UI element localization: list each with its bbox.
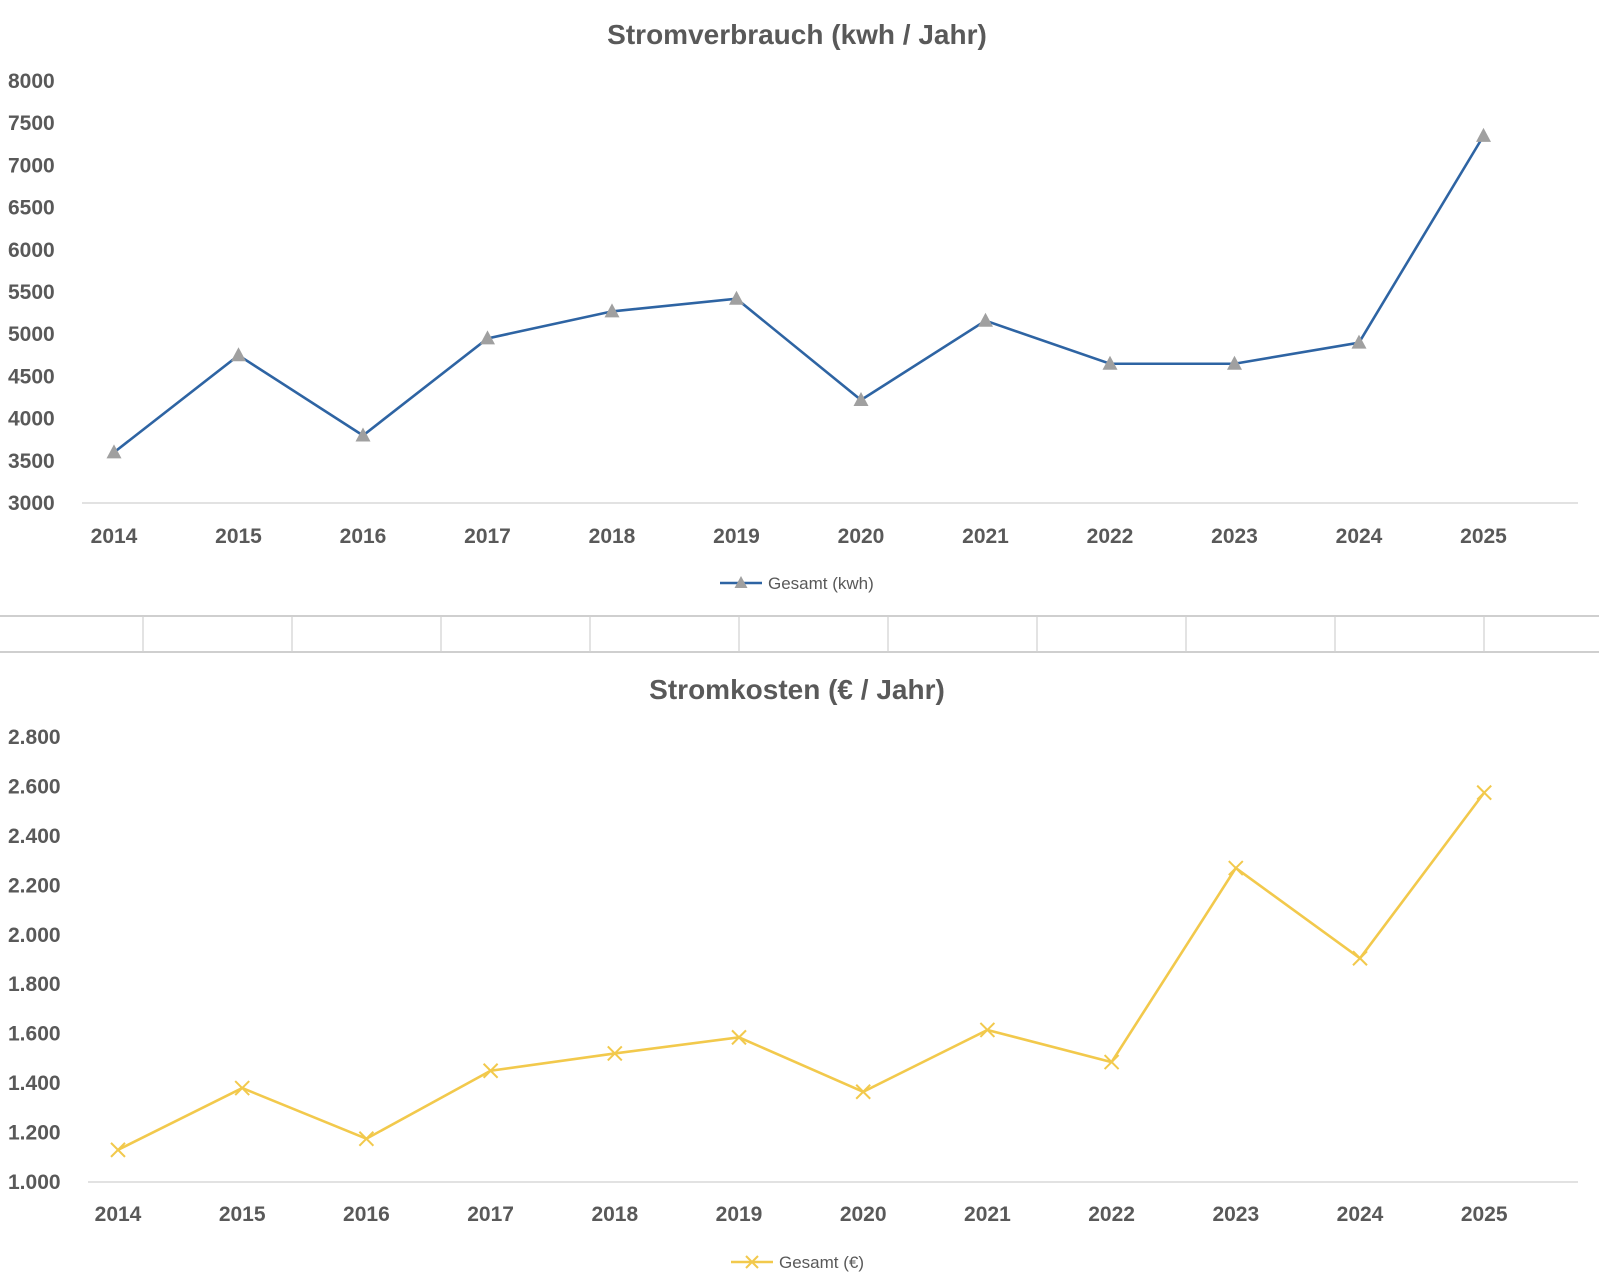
data-point-marker (355, 427, 371, 442)
data-point-marker (106, 444, 122, 459)
x-tick-label: 2017 (464, 525, 511, 548)
legend-marker-x (745, 1255, 759, 1269)
x-tick-label: 2016 (340, 525, 387, 548)
data-point-marker (358, 1131, 375, 1147)
legend: Gesamt (€) (731, 1253, 864, 1272)
y-tick-label: 2.600 (8, 775, 61, 798)
x-tick-label: 2018 (591, 1203, 638, 1226)
x-tick-label: 2023 (1211, 525, 1258, 548)
data-point-marker (604, 303, 620, 318)
data-point-marker (978, 312, 993, 327)
y-tick-label: 1.800 (8, 973, 61, 996)
data-point-marker (729, 290, 744, 305)
legend-label: Gesamt (€) (779, 1253, 864, 1272)
power-consumption-chart: Stromverbrauch (kwh / Jahr) 8000 7500 7000… (8, 19, 1578, 593)
x-tick-label: 2018 (589, 525, 636, 548)
y-tick-label: 2.800 (8, 726, 61, 749)
y-tick-label: 6500 (8, 197, 55, 220)
legend-marker-triangle (734, 576, 748, 588)
y-tick-label: 7500 (8, 112, 55, 135)
x-tick-label: 2014 (95, 1203, 142, 1226)
legend: Gesamt (kwh) (720, 574, 874, 593)
data-point-marker (1103, 1054, 1120, 1070)
y-tick-label: 7000 (8, 154, 55, 177)
x-tick-label: 2023 (1212, 1203, 1259, 1226)
legend-label: Gesamt (kwh) (768, 574, 874, 593)
x-tick-label: 2024 (1336, 525, 1383, 548)
y-tick-label: 3500 (8, 450, 55, 473)
data-point-marker (731, 1029, 747, 1046)
y-tick-label: 4000 (8, 408, 55, 431)
data-point-marker (1352, 950, 1368, 966)
x-tick-label: 2020 (838, 525, 885, 548)
y-tick-label: 5000 (8, 323, 55, 346)
power-cost-chart: Stromkosten (€ / Jahr) 2.800 2.600 2.400 2.… (8, 674, 1578, 1272)
y-tick-label: 5500 (8, 281, 55, 304)
x-tick-label: 2025 (1460, 525, 1507, 548)
x-tick-label: 2015 (215, 525, 262, 548)
data-point-marker (482, 1063, 499, 1079)
data-point-marker (480, 330, 495, 345)
x-tick-label: 2025 (1461, 1203, 1508, 1226)
x-tick-label: 2016 (343, 1203, 390, 1226)
series-line-gesamt-euro (117, 791, 1486, 1152)
data-point-marker (607, 1045, 623, 1062)
y-tick-label: 2.200 (8, 874, 61, 897)
data-point-marker (1476, 127, 1491, 142)
series-line-gesamt-kwh (113, 135, 1485, 454)
x-tick-label: 2014 (91, 525, 138, 548)
data-point-marker (1351, 334, 1367, 349)
y-tick-label: 1.400 (8, 1072, 61, 1095)
y-tick-label: 1.000 (8, 1171, 61, 1194)
x-tick-label: 2022 (1088, 1203, 1135, 1226)
x-tick-label: 2017 (467, 1203, 514, 1226)
data-point-marker (110, 1142, 126, 1158)
x-tick-label: 2019 (713, 525, 760, 548)
y-tick-label: 4500 (8, 365, 55, 388)
y-tick-label: 1.200 (8, 1122, 61, 1145)
y-tick-label: 2.400 (8, 825, 61, 848)
x-tick-label: 2022 (1087, 525, 1134, 548)
spreadsheet-cell-strip (0, 615, 1599, 653)
chart-title: Stromkosten (€ / Jahr) (649, 674, 945, 705)
y-tick-label: 3000 (8, 492, 55, 515)
data-point-marker (853, 392, 869, 407)
data-point-marker (979, 1022, 996, 1038)
y-tick-label: 8000 (8, 70, 55, 93)
y-tick-label: 2.000 (8, 924, 61, 947)
data-point-marker (1228, 860, 1244, 876)
x-tick-label: 2020 (840, 1203, 887, 1226)
data-point-marker (855, 1084, 871, 1100)
data-point-marker (234, 1080, 250, 1096)
data-point-marker (231, 347, 246, 362)
x-tick-label: 2019 (716, 1203, 763, 1226)
x-tick-label: 2024 (1337, 1203, 1384, 1226)
data-point-marker (1102, 355, 1118, 370)
x-tick-label: 2021 (964, 1203, 1011, 1226)
y-tick-label: 1.600 (8, 1023, 61, 1046)
y-tick-label: 6000 (8, 239, 55, 262)
data-point-marker (1227, 355, 1242, 370)
data-point-marker (1476, 784, 1492, 801)
x-tick-label: 2015 (219, 1203, 266, 1226)
x-tick-label: 2021 (962, 525, 1009, 548)
chart-title: Stromverbrauch (kwh / Jahr) (607, 19, 987, 50)
